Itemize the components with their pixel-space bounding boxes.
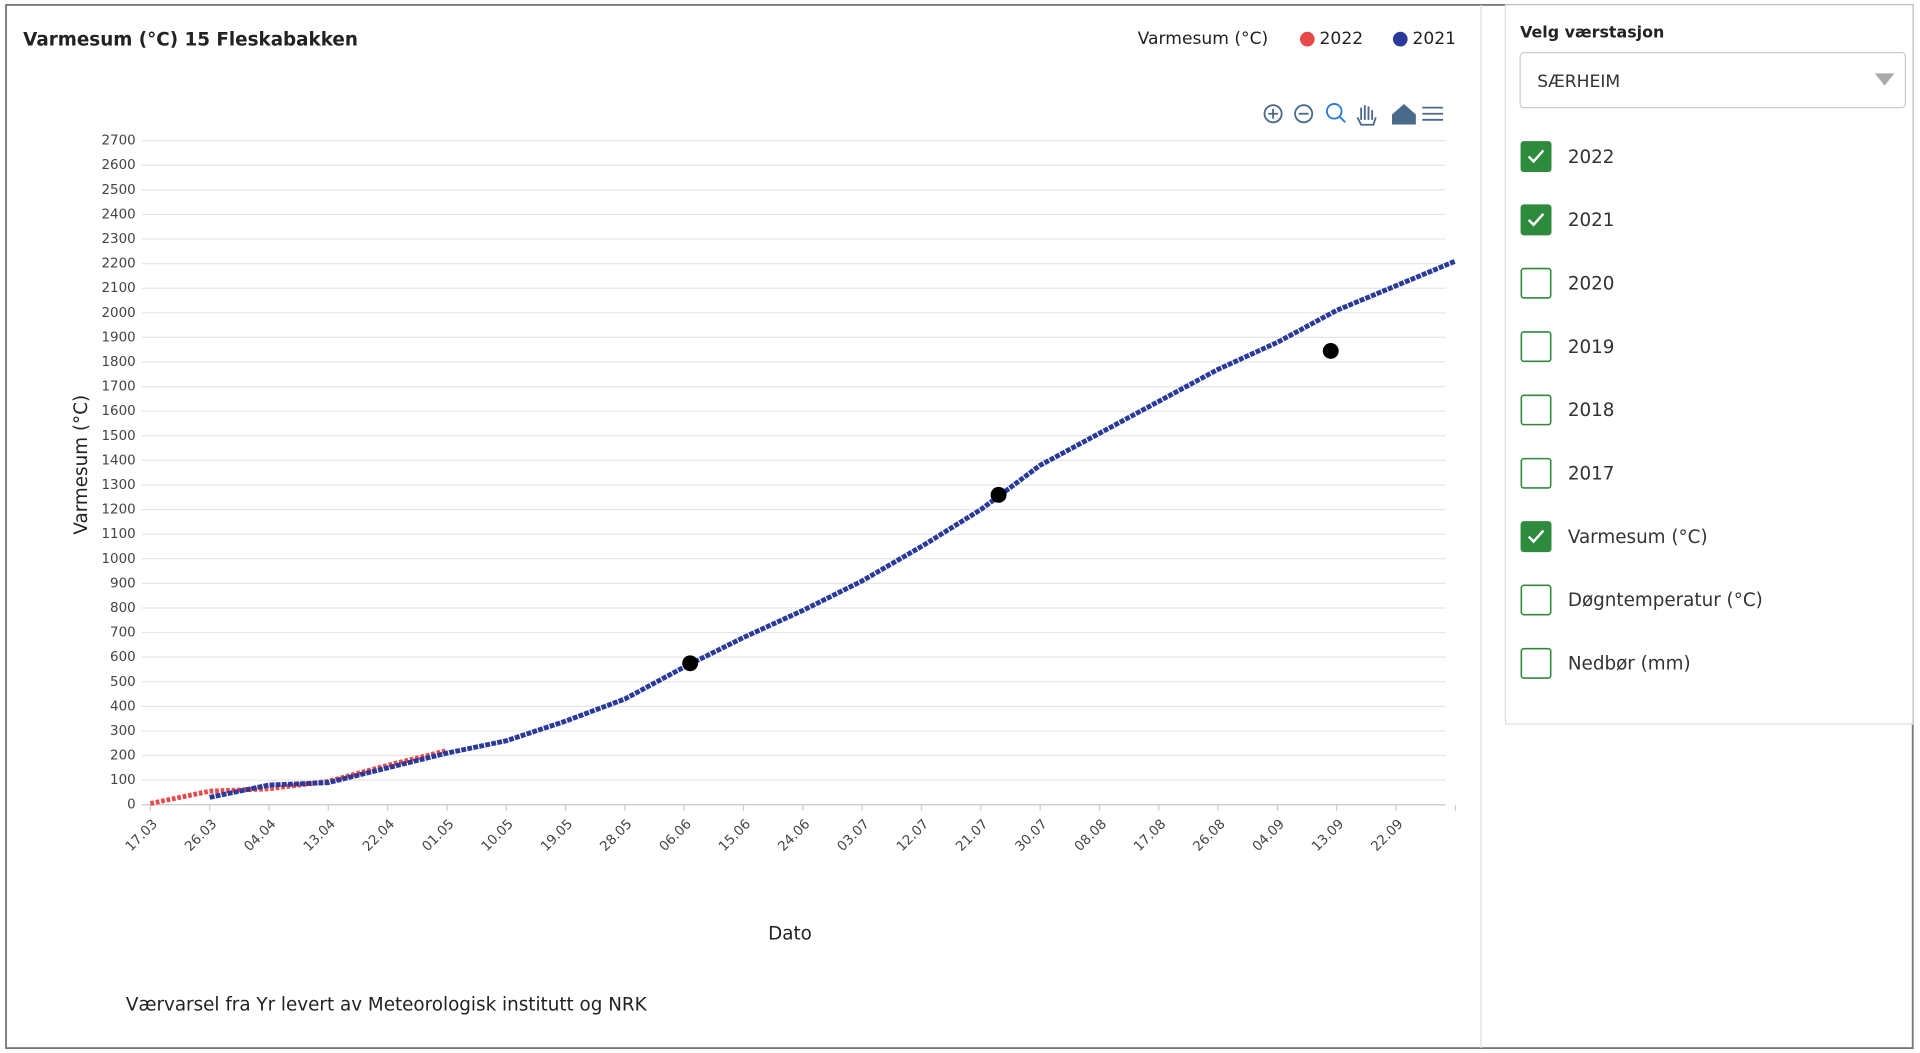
- zoom-out[interactable]: [1294, 104, 1314, 124]
- legend-swatch[interactable]: [1392, 31, 1408, 47]
- checkbox[interactable]: [1520, 457, 1552, 489]
- option-label[interactable]: 2020: [1568, 273, 1615, 294]
- option-label[interactable]: 2021: [1568, 210, 1615, 231]
- y-tick-label: 300: [110, 724, 136, 739]
- highlight-point: [1322, 342, 1339, 359]
- y-tick-label: 2700: [101, 134, 135, 149]
- checkmark: [1527, 529, 1545, 544]
- checkbox[interactable]: [1520, 521, 1552, 553]
- series-line: [209, 258, 1457, 800]
- checkmark: [1527, 149, 1545, 164]
- y-tick-label: 1400: [101, 453, 135, 468]
- option-label[interactable]: 2022: [1568, 147, 1615, 168]
- y-tick-label: 1600: [101, 404, 135, 419]
- option-label[interactable]: 2019: [1568, 337, 1615, 358]
- legend-entry[interactable]: 2022: [1320, 29, 1364, 49]
- option-label[interactable]: Døgntemperatur (°C): [1568, 590, 1763, 611]
- x-axis-label: Dato: [768, 923, 812, 944]
- home[interactable]: [1392, 103, 1416, 125]
- y-tick-label: 1200: [101, 503, 135, 518]
- y-tick-label: 0: [127, 798, 136, 813]
- y-tick-label: 700: [110, 626, 136, 641]
- y-tick-label: 600: [110, 650, 136, 665]
- checkbox[interactable]: [1520, 204, 1552, 236]
- y-tick-label: 1100: [101, 527, 135, 542]
- y-tick-label: 100: [110, 773, 136, 788]
- y-tick-label: 2500: [101, 183, 135, 198]
- option-label[interactable]: 2018: [1568, 400, 1615, 421]
- zoom[interactable]: [1325, 103, 1343, 120]
- y-tick-label: 1000: [101, 552, 135, 567]
- y-tick-label: 2000: [101, 306, 135, 321]
- legend-title: Varmesum (°C): [1138, 29, 1268, 49]
- y-tick-label: 2400: [101, 207, 135, 222]
- y-tick-label: 800: [110, 601, 136, 616]
- station-select[interactable]: [1519, 51, 1906, 109]
- panel-label: Velg værstasjon: [1520, 23, 1664, 42]
- option-label[interactable]: Nedbør (mm): [1568, 654, 1691, 675]
- y-tick-label: 400: [110, 699, 136, 714]
- checkmark: [1527, 212, 1545, 227]
- option-label[interactable]: 2017: [1568, 464, 1615, 485]
- select-arrow: [1874, 73, 1895, 86]
- y-tick-label: 1700: [101, 380, 135, 395]
- y-tick-label: 900: [110, 576, 136, 591]
- panel: [1504, 4, 1914, 725]
- legend-entry[interactable]: 2021: [1413, 29, 1457, 49]
- zoom-in[interactable]: [1263, 104, 1283, 124]
- station-value[interactable]: SÆRHEIM: [1537, 72, 1620, 92]
- y-tick-label: 200: [110, 749, 136, 764]
- toolbar[interactable]: [1263, 103, 1444, 126]
- footer: Værvarsel fra Yr levert av Meteorologisk…: [126, 994, 648, 1015]
- y-tick-label: 2200: [101, 257, 135, 272]
- checkbox[interactable]: [1520, 331, 1552, 363]
- y-tick-label: 1900: [101, 330, 135, 345]
- checkbox[interactable]: [1520, 647, 1552, 679]
- checkbox[interactable]: [1520, 267, 1552, 299]
- y-tick-label: 1300: [101, 478, 135, 493]
- pan[interactable]: [1356, 105, 1377, 126]
- y-tick-label: 2300: [101, 232, 135, 247]
- highlight-point: [990, 486, 1007, 503]
- y-axis-label: Varmesum (°C): [71, 395, 92, 535]
- y-tick-label: 1800: [101, 355, 135, 370]
- chart-title: Varmesum (°C) 15 Fleskabakken: [23, 29, 358, 50]
- option-label[interactable]: Varmesum (°C): [1568, 527, 1708, 548]
- checkbox[interactable]: [1520, 141, 1552, 173]
- checkbox[interactable]: [1520, 584, 1552, 616]
- y-tick-label: 2100: [101, 281, 135, 296]
- menu[interactable]: [1422, 106, 1444, 121]
- y-tick-label: 2600: [101, 158, 135, 173]
- legend-swatch[interactable]: [1299, 31, 1315, 47]
- y-tick-label: 1500: [101, 429, 135, 444]
- y-tick-label: 500: [110, 675, 136, 690]
- checkbox[interactable]: [1520, 394, 1552, 426]
- highlight-point: [682, 655, 699, 672]
